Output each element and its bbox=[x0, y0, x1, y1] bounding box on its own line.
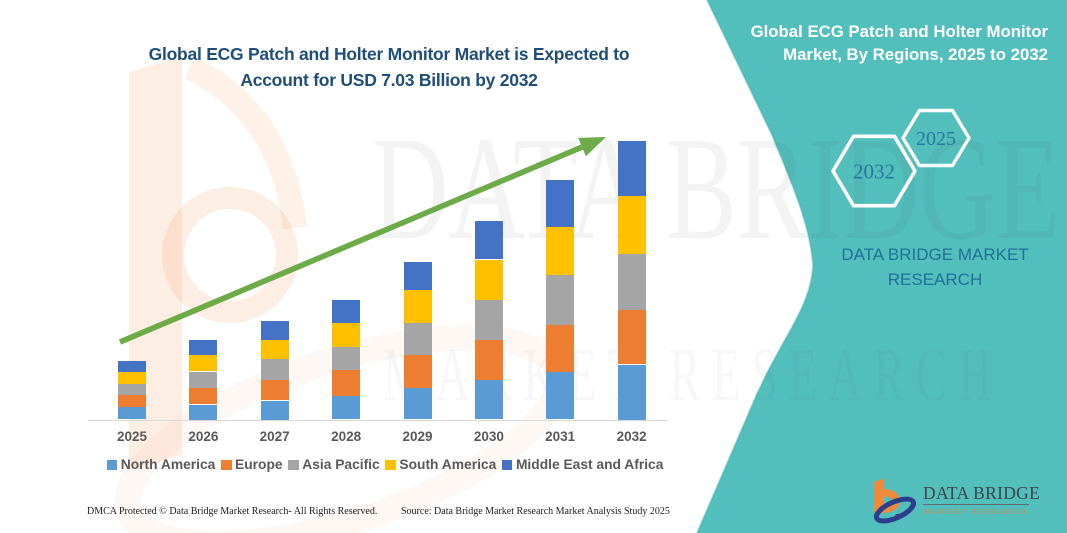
bar-segment-2028-europe bbox=[332, 370, 361, 396]
x-axis-label-2032: 2032 bbox=[616, 429, 647, 444]
chart-legend: North America Europe Asia Pacific South Ame… bbox=[0, 458, 770, 472]
legend-swatch-icon bbox=[106, 459, 118, 471]
source-footer-text: Source: Data Bridge Market Research Mark… bbox=[401, 506, 670, 517]
x-axis-label-2026: 2026 bbox=[188, 429, 219, 444]
legend-item-europe: Europe bbox=[220, 457, 283, 472]
legend-item-north-america: North America bbox=[106, 457, 216, 472]
legend-label: South America bbox=[399, 457, 497, 472]
logo-name-text: DATA BRIDGE bbox=[923, 483, 1041, 503]
bar-segment-2029-europe bbox=[403, 355, 432, 388]
bar-segment-2029-north-america bbox=[403, 387, 432, 420]
legend-label: Europe bbox=[235, 457, 283, 472]
dmca-footer-text: DMCA Protected © Data Bridge Market Rese… bbox=[87, 506, 378, 517]
bar-segment-2032-middle-east-and-africa bbox=[617, 141, 646, 197]
hexagon-2032-label: 2032 bbox=[853, 160, 895, 184]
bar-segment-2032-south-america bbox=[617, 196, 646, 255]
x-axis-label-2031: 2031 bbox=[545, 429, 576, 444]
x-axis-label-2027: 2027 bbox=[259, 429, 290, 444]
bar-segment-2030-north-america bbox=[474, 380, 503, 420]
legend-item-south-america: South America bbox=[385, 458, 496, 472]
hexagon-2025: 2025 bbox=[901, 108, 971, 168]
legend-item-asia-pacific: Asia Pacific bbox=[288, 458, 380, 472]
bar-segment-2032-asia-pacific bbox=[617, 254, 646, 311]
hexagon-2032: 2032 bbox=[831, 134, 917, 208]
legend-label: North America bbox=[120, 457, 216, 472]
bar-segment-2027-north-america bbox=[260, 400, 289, 420]
legend-label: Asia Pacific bbox=[302, 457, 380, 472]
company-logo: DATA BRIDGE MARKET RESEARCH bbox=[860, 470, 1060, 528]
bar-segment-2026-south-america bbox=[189, 355, 218, 372]
legend-swatch-icon bbox=[288, 459, 299, 471]
chart-title: Global ECG Patch and Holter Monitor Mark… bbox=[148, 43, 630, 91]
logo-tagline-text: MARKET RESEARCH bbox=[924, 507, 1029, 516]
panel-title: Global ECG Patch and Holter Monitor Mark… bbox=[750, 22, 1048, 64]
legend-label: Middle East and Africa bbox=[515, 457, 664, 472]
bar-segment-2025-north-america bbox=[118, 406, 146, 420]
bar-segment-2026-europe bbox=[189, 388, 218, 405]
brand-text: DATA BRIDGE MARKET RESEARCH bbox=[841, 244, 1029, 289]
bar-segment-2027-europe bbox=[260, 380, 289, 401]
bar-segment-2025-asia-pacific bbox=[118, 384, 146, 396]
bar-segment-2025-south-america bbox=[118, 371, 146, 385]
bar-segment-2032-europe bbox=[617, 310, 646, 365]
bar-segment-2025-middle-east-and-africa bbox=[118, 360, 146, 372]
x-axis-label-2029: 2029 bbox=[402, 429, 433, 444]
legend-swatch-icon bbox=[220, 459, 232, 471]
bar-segment-2032-north-america bbox=[617, 364, 646, 420]
x-axis-label-2025: 2025 bbox=[116, 429, 148, 444]
legend-swatch-icon bbox=[385, 459, 396, 471]
x-axis-line bbox=[88, 419, 668, 421]
legend-swatch-icon bbox=[501, 459, 513, 471]
hexagon-2025-label: 2025 bbox=[916, 128, 956, 150]
logo-b-icon bbox=[873, 478, 917, 524]
bar-segment-2025-europe bbox=[118, 395, 146, 407]
bar-segment-2026-asia-pacific bbox=[189, 371, 218, 389]
bar-segment-2030-europe bbox=[474, 339, 503, 381]
x-axis-label-2030: 2030 bbox=[473, 429, 504, 444]
logo-rule bbox=[923, 504, 1029, 505]
legend-item-middle-east-and-africa: Middle East and Africa bbox=[501, 457, 664, 472]
bar-segment-2026-north-america bbox=[189, 404, 218, 420]
bar-segment-2028-asia-pacific bbox=[332, 347, 361, 370]
x-axis-label-2028: 2028 bbox=[331, 429, 362, 444]
bar-segment-2031-north-america bbox=[546, 371, 575, 420]
bar-segment-2027-asia-pacific bbox=[260, 359, 289, 381]
bar-segment-2028-north-america bbox=[332, 395, 361, 420]
